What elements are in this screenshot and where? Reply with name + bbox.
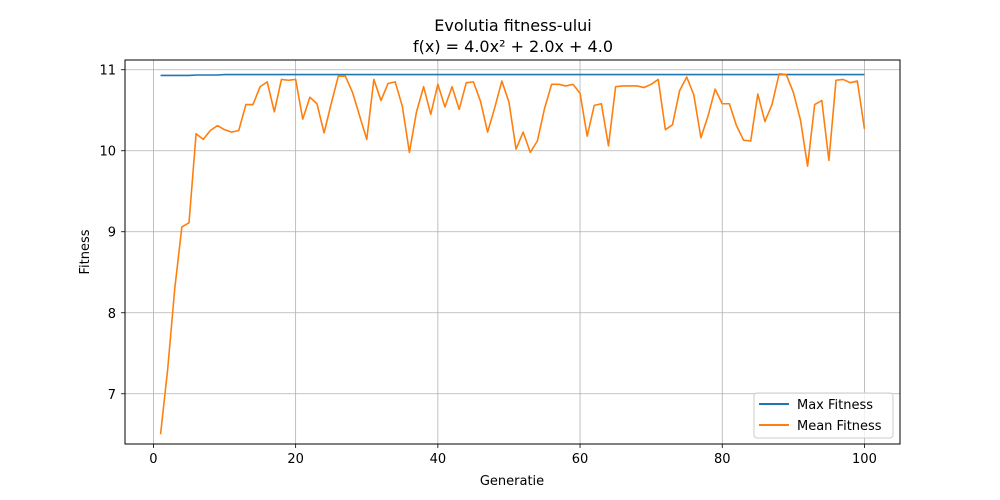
series-line-max-fitness xyxy=(160,73,865,77)
legend: Max Fitness Mean Fitness xyxy=(753,392,894,439)
axis-ticks: 0 20 40 60 80 100 7 8 9 10 11 xyxy=(99,64,876,467)
y-tick-label: 8 xyxy=(108,307,116,322)
chart-subtitle: f(x) = 4.0x² + 2.0x + 4.0 xyxy=(413,37,613,56)
x-tick-label: 20 xyxy=(287,452,304,467)
y-tick-label: 10 xyxy=(99,145,116,160)
legend-label-max-fitness: Max Fitness xyxy=(797,398,873,413)
x-tick-label: 100 xyxy=(852,452,877,467)
x-tick-label: 40 xyxy=(430,452,447,467)
y-tick-label: 11 xyxy=(99,64,116,79)
x-axis-label: Generatie xyxy=(480,474,544,489)
x-tick-label: 0 xyxy=(149,452,157,467)
y-tick-label: 9 xyxy=(108,226,116,241)
chart-title: Evolutia fitness-ului xyxy=(434,16,592,35)
y-tick-label: 7 xyxy=(108,388,116,403)
y-axis-label: Fitness xyxy=(78,229,93,274)
x-tick-label: 80 xyxy=(714,452,731,467)
series-layer xyxy=(159,72,866,435)
x-tick-label: 60 xyxy=(572,452,589,467)
series-line-mean-fitness xyxy=(159,72,866,435)
legend-label-mean-fitness: Mean Fitness xyxy=(797,419,882,434)
plot-frame xyxy=(124,59,901,445)
